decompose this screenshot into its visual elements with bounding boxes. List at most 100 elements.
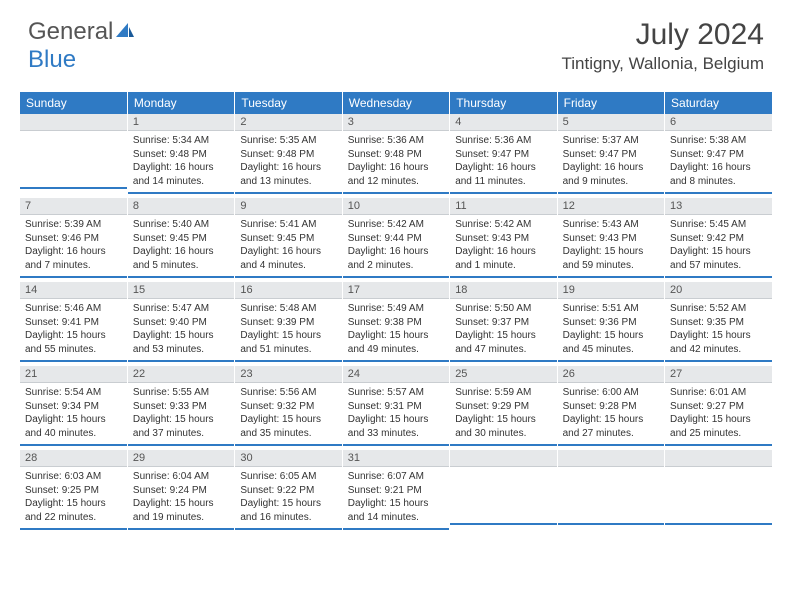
month-title: July 2024 [561, 18, 764, 52]
sunset-text: Sunset: 9:44 PM [348, 232, 444, 246]
sunset-text: Sunset: 9:47 PM [563, 148, 659, 162]
day-body: Sunrise: 6:01 AMSunset: 9:27 PMDaylight:… [665, 383, 772, 446]
sunset-text: Sunset: 9:47 PM [670, 148, 767, 162]
daylight-text: Daylight: 15 hours and 37 minutes. [133, 413, 229, 440]
daylight-text: Daylight: 16 hours and 8 minutes. [670, 161, 767, 188]
weekday-header: Tuesday [235, 92, 342, 114]
sunset-text: Sunset: 9:48 PM [348, 148, 444, 162]
daylight-text: Daylight: 16 hours and 12 minutes. [348, 161, 444, 188]
day-number-empty [558, 450, 664, 467]
sunset-text: Sunset: 9:31 PM [348, 400, 444, 414]
weekday-header: Friday [557, 92, 664, 114]
daylight-text: Daylight: 15 hours and 16 minutes. [240, 497, 336, 524]
day-number: 28 [20, 450, 127, 467]
day-body: Sunrise: 5:45 AMSunset: 9:42 PMDaylight:… [665, 215, 772, 278]
calendar-cell: 5Sunrise: 5:37 AMSunset: 9:47 PMDaylight… [557, 114, 664, 198]
day-body: Sunrise: 5:50 AMSunset: 9:37 PMDaylight:… [450, 299, 556, 362]
title-block: July 2024 Tintigny, Wallonia, Belgium [561, 18, 764, 74]
day-body: Sunrise: 5:34 AMSunset: 9:48 PMDaylight:… [128, 131, 234, 194]
day-body: Sunrise: 5:39 AMSunset: 9:46 PMDaylight:… [20, 215, 127, 278]
sunrise-text: Sunrise: 5:41 AM [240, 218, 336, 232]
calendar-cell: 23Sunrise: 5:56 AMSunset: 9:32 PMDayligh… [235, 366, 342, 450]
day-number: 29 [128, 450, 234, 467]
calendar-cell: 3Sunrise: 5:36 AMSunset: 9:48 PMDaylight… [342, 114, 449, 198]
day-body: Sunrise: 6:03 AMSunset: 9:25 PMDaylight:… [20, 467, 127, 530]
calendar-head: SundayMondayTuesdayWednesdayThursdayFrid… [20, 92, 772, 114]
day-number: 18 [450, 282, 556, 299]
daylight-text: Daylight: 15 hours and 45 minutes. [563, 329, 659, 356]
weekday-header: Thursday [450, 92, 557, 114]
day-number: 23 [235, 366, 341, 383]
location-text: Tintigny, Wallonia, Belgium [561, 54, 764, 74]
sunrise-text: Sunrise: 5:42 AM [348, 218, 444, 232]
sunrise-text: Sunrise: 6:03 AM [25, 470, 122, 484]
day-number: 13 [665, 198, 772, 215]
daylight-text: Daylight: 15 hours and 27 minutes. [563, 413, 659, 440]
sunrise-text: Sunrise: 5:34 AM [133, 134, 229, 148]
calendar-cell: 27Sunrise: 6:01 AMSunset: 9:27 PMDayligh… [665, 366, 772, 450]
day-number: 27 [665, 366, 772, 383]
day-body: Sunrise: 5:36 AMSunset: 9:48 PMDaylight:… [343, 131, 449, 194]
sunset-text: Sunset: 9:38 PM [348, 316, 444, 330]
logo-text-2: Blue [28, 46, 76, 73]
day-number: 6 [665, 114, 772, 131]
sunset-text: Sunset: 9:27 PM [670, 400, 767, 414]
calendar-cell: 14Sunrise: 5:46 AMSunset: 9:41 PMDayligh… [20, 282, 127, 366]
sunrise-text: Sunrise: 5:36 AM [348, 134, 444, 148]
day-number: 16 [235, 282, 341, 299]
daylight-text: Daylight: 15 hours and 40 minutes. [25, 413, 122, 440]
daylight-text: Daylight: 15 hours and 55 minutes. [25, 329, 122, 356]
daylight-text: Daylight: 15 hours and 42 minutes. [670, 329, 767, 356]
calendar-cell: 18Sunrise: 5:50 AMSunset: 9:37 PMDayligh… [450, 282, 557, 366]
weekday-header: Saturday [665, 92, 772, 114]
day-number: 26 [558, 366, 664, 383]
sunset-text: Sunset: 9:28 PM [563, 400, 659, 414]
daylight-text: Daylight: 16 hours and 7 minutes. [25, 245, 122, 272]
day-body: Sunrise: 6:00 AMSunset: 9:28 PMDaylight:… [558, 383, 664, 446]
day-number: 9 [235, 198, 341, 215]
sunset-text: Sunset: 9:40 PM [133, 316, 229, 330]
day-number: 14 [20, 282, 127, 299]
daylight-text: Daylight: 15 hours and 30 minutes. [455, 413, 551, 440]
daylight-text: Daylight: 15 hours and 33 minutes. [348, 413, 444, 440]
calendar-cell: 21Sunrise: 5:54 AMSunset: 9:34 PMDayligh… [20, 366, 127, 450]
sunrise-text: Sunrise: 5:39 AM [25, 218, 122, 232]
day-body: Sunrise: 5:47 AMSunset: 9:40 PMDaylight:… [128, 299, 234, 362]
logo-text-1: General [28, 18, 113, 45]
calendar-cell: 11Sunrise: 5:42 AMSunset: 9:43 PMDayligh… [450, 198, 557, 282]
daylight-text: Daylight: 15 hours and 35 minutes. [240, 413, 336, 440]
calendar-cell: 13Sunrise: 5:45 AMSunset: 9:42 PMDayligh… [665, 198, 772, 282]
sunrise-text: Sunrise: 5:37 AM [563, 134, 659, 148]
day-body: Sunrise: 5:42 AMSunset: 9:43 PMDaylight:… [450, 215, 556, 278]
sunset-text: Sunset: 9:24 PM [133, 484, 229, 498]
daylight-text: Daylight: 15 hours and 51 minutes. [240, 329, 336, 356]
daylight-text: Daylight: 16 hours and 4 minutes. [240, 245, 336, 272]
day-body: Sunrise: 6:07 AMSunset: 9:21 PMDaylight:… [343, 467, 449, 530]
sunrise-text: Sunrise: 5:43 AM [563, 218, 659, 232]
sunrise-text: Sunrise: 5:57 AM [348, 386, 444, 400]
calendar-cell: 1Sunrise: 5:34 AMSunset: 9:48 PMDaylight… [127, 114, 234, 198]
calendar-table: SundayMondayTuesdayWednesdayThursdayFrid… [20, 92, 772, 534]
day-body: Sunrise: 5:51 AMSunset: 9:36 PMDaylight:… [558, 299, 664, 362]
sunrise-text: Sunrise: 5:56 AM [240, 386, 336, 400]
day-body: Sunrise: 5:48 AMSunset: 9:39 PMDaylight:… [235, 299, 341, 362]
daylight-text: Daylight: 16 hours and 11 minutes. [455, 161, 551, 188]
calendar-cell: 29Sunrise: 6:04 AMSunset: 9:24 PMDayligh… [127, 450, 234, 534]
day-number-empty [450, 450, 556, 467]
calendar-row: 1Sunrise: 5:34 AMSunset: 9:48 PMDaylight… [20, 114, 772, 198]
sunrise-text: Sunrise: 5:52 AM [670, 302, 767, 316]
daylight-text: Daylight: 16 hours and 13 minutes. [240, 161, 336, 188]
sunrise-text: Sunrise: 5:35 AM [240, 134, 336, 148]
sunrise-text: Sunrise: 6:01 AM [670, 386, 767, 400]
sunset-text: Sunset: 9:25 PM [25, 484, 122, 498]
daylight-text: Daylight: 15 hours and 53 minutes. [133, 329, 229, 356]
calendar-row: 21Sunrise: 5:54 AMSunset: 9:34 PMDayligh… [20, 366, 772, 450]
day-number: 19 [558, 282, 664, 299]
logo: GeneralBlue [28, 18, 136, 74]
daylight-text: Daylight: 15 hours and 22 minutes. [25, 497, 122, 524]
day-number-empty [20, 114, 127, 131]
calendar-row: 7Sunrise: 5:39 AMSunset: 9:46 PMDaylight… [20, 198, 772, 282]
day-body: Sunrise: 5:41 AMSunset: 9:45 PMDaylight:… [235, 215, 341, 278]
sunrise-text: Sunrise: 5:48 AM [240, 302, 336, 316]
sunset-text: Sunset: 9:48 PM [240, 148, 336, 162]
